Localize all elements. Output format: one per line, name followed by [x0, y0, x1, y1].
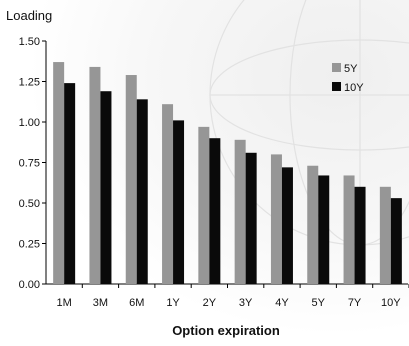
bar-10y-1y	[173, 120, 185, 284]
y-tick-label: 0.75	[19, 158, 40, 170]
y-tick-label: 0.00	[19, 279, 40, 291]
x-tick-label: 2Y	[203, 297, 217, 309]
plot-area: 0.00 0.25 0.50 0.75 1.00 1.25 1.50 1M 3M 6M 1Y 2Y 3Y…	[19, 36, 409, 309]
bar-5y-2y	[198, 126, 210, 284]
legend-swatch-10y	[332, 82, 341, 91]
bar-5y-3y	[234, 139, 246, 284]
bar-5y-6m	[125, 75, 137, 285]
bar-10y-6m	[136, 99, 148, 284]
bar-10y-5y	[318, 175, 330, 284]
x-tick-label: 3M	[93, 297, 108, 309]
y-tick-label: 0.50	[19, 198, 40, 210]
bar-5y-5y	[307, 165, 319, 284]
x-tick-label: 10Y	[381, 297, 401, 309]
bar-5y-3m	[89, 66, 101, 284]
bar-10y-3m	[100, 91, 112, 284]
x-tick-label: 1M	[57, 297, 72, 309]
bar-5y-4y	[270, 154, 282, 284]
x-tick-label: 1Y	[166, 297, 180, 309]
y-tick-label: 1.00	[19, 117, 40, 129]
y-tick-label: 1.50	[19, 36, 40, 48]
x-tick-label: 6M	[129, 297, 144, 309]
bar-5y-10y	[379, 186, 391, 284]
y-tick-label: 1.25	[19, 77, 40, 89]
x-axis-title: Option expiration	[172, 323, 280, 338]
bar-5y-1y	[162, 104, 174, 285]
bar-5y-1m	[53, 62, 65, 285]
y-tick-label: 0.25	[19, 239, 40, 251]
bar-10y-4y	[281, 167, 293, 284]
bar-10y-1m	[64, 83, 76, 285]
x-tick-label: 5Y	[312, 297, 326, 309]
bar-10y-7y	[354, 186, 366, 284]
x-tick-label: 3Y	[239, 297, 253, 309]
x-tick-label: 4Y	[275, 297, 289, 309]
legend-label-10y: 10Y	[344, 82, 364, 94]
legend-label-5y: 5Y	[344, 63, 358, 75]
x-tick-label: 7Y	[348, 297, 362, 309]
bar-5y-7y	[343, 175, 355, 284]
bar-10y-2y	[209, 138, 221, 284]
bar-10y-3y	[245, 152, 257, 284]
y-axis-title: Loading	[6, 8, 52, 23]
bar-10y-10y	[390, 198, 402, 284]
legend-swatch-5y	[332, 63, 341, 72]
